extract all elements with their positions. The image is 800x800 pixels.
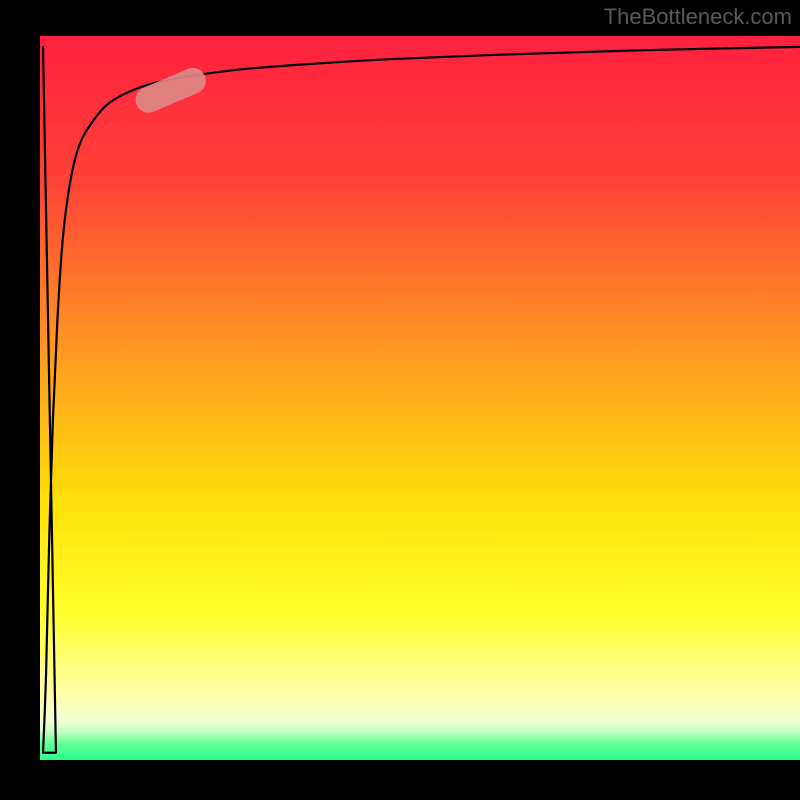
chart-svg — [0, 0, 800, 800]
plot-background — [40, 36, 800, 760]
attribution-text: TheBottleneck.com — [604, 4, 792, 30]
chart-container: TheBottleneck.com — [0, 0, 800, 800]
